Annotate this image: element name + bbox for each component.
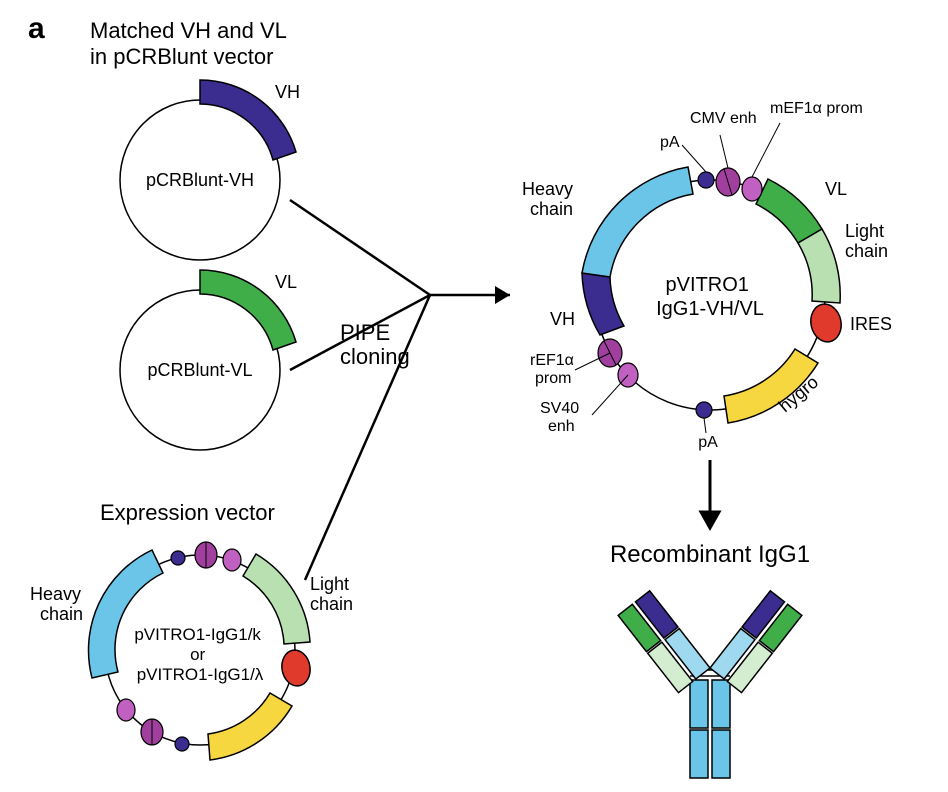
plasmid-result: pVITRO1 IgG1-VH/VL Heavychain VH rEF1αpr… <box>522 100 892 451</box>
title-expression: Expression vector <box>100 500 275 525</box>
result-heavy-label: Heavychain <box>522 179 573 219</box>
result-plasmid-name: pVITRO1 IgG1-VH/VL <box>656 274 764 320</box>
process-label: PIPEcloning <box>340 320 410 369</box>
arrow-down <box>701 460 719 528</box>
plasmid-vl: VL pCRBlunt-VL <box>120 270 297 450</box>
expr-light-label: Lightchain <box>310 574 353 614</box>
result-vh-label: VH <box>550 309 575 329</box>
pipe-cloning-arrows <box>290 200 510 580</box>
plasmid-expression: Heavychain Lightchain pVITRO1-IgG1/k or … <box>30 542 353 760</box>
result-title: Recombinant IgG1 <box>610 541 810 568</box>
result-mef1a-label: mEF1α prom <box>770 100 863 117</box>
result-ires-label: IRES <box>850 314 892 334</box>
panel-label: a <box>28 12 45 45</box>
plasmid-vl-name: pCRBlunt-VL <box>147 360 252 380</box>
result-pa-top: pA <box>660 134 680 151</box>
plasmid-vh-name: pCRBlunt-VH <box>146 170 254 190</box>
result-pa-bottom: pA <box>698 434 718 451</box>
result-light-label: Lightchain <box>845 221 888 261</box>
result-vl-label: VL <box>825 179 847 199</box>
expr-name: pVITRO1-IgG1/k or pVITRO1-IgG1/λ <box>134 625 265 684</box>
antibody-icon <box>618 591 802 778</box>
plasmid-vh-insert-label: VH <box>275 82 300 102</box>
expr-heavy-label: Heavychain <box>30 584 83 624</box>
plasmid-vl-insert-label: VL <box>275 272 297 292</box>
title-top: Matched VH and VL in pCRBlunt vector <box>90 18 292 69</box>
result-ref1a-label: rEF1αprom <box>530 352 574 387</box>
result-cmv-label: CMV enh <box>690 110 757 127</box>
diagram-svg: a Matched VH and VL in pCRBlunt vector V… <box>0 0 948 792</box>
plasmid-vh: VH pCRBlunt-VH <box>120 80 300 260</box>
result-sv40-label: SV40enh <box>540 400 579 435</box>
